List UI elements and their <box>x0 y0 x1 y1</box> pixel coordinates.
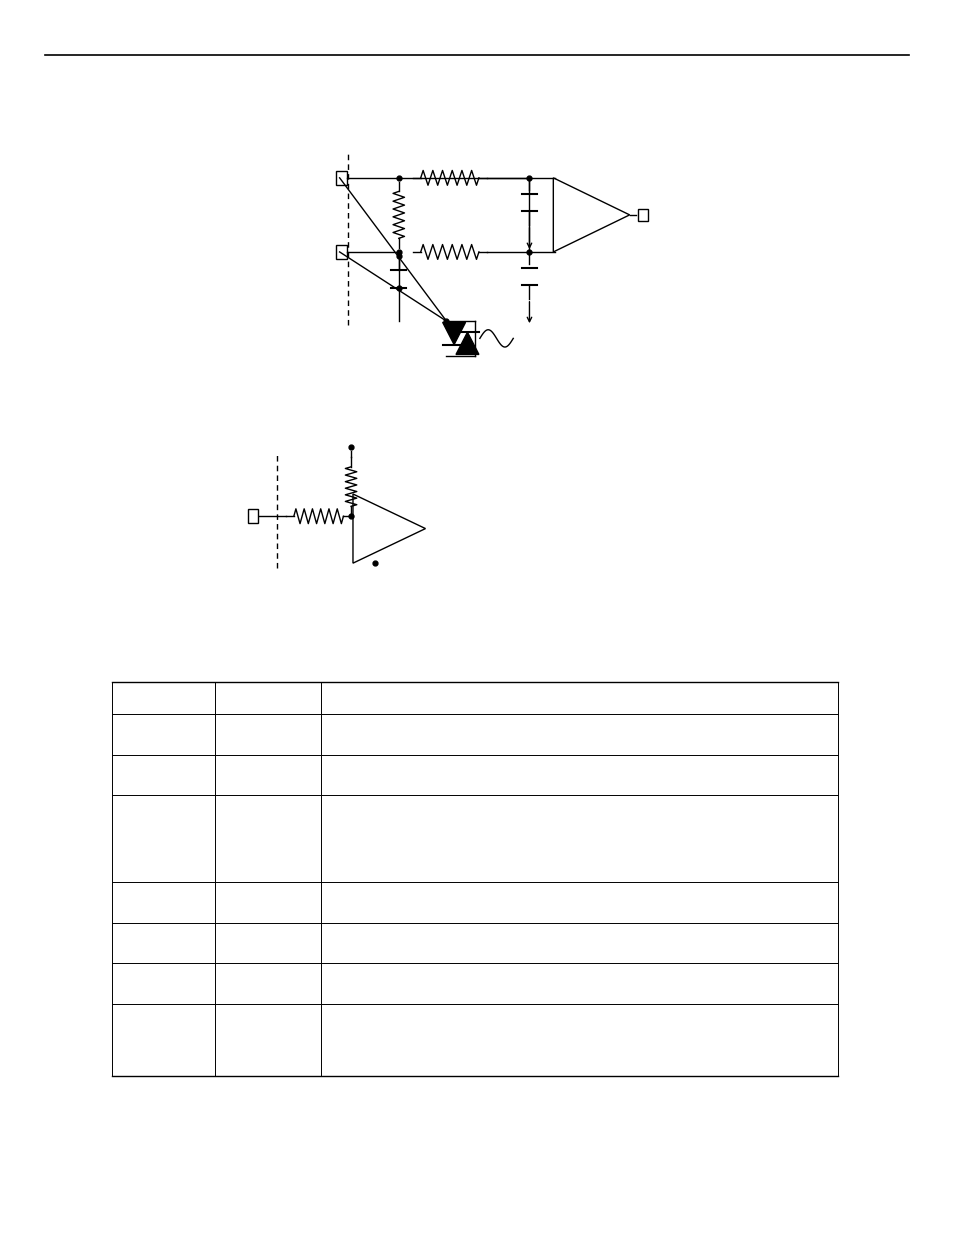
Bar <box>248 509 257 524</box>
Bar <box>335 170 347 184</box>
Bar <box>638 209 647 221</box>
Polygon shape <box>442 322 465 345</box>
Polygon shape <box>456 332 478 354</box>
Bar <box>335 245 347 258</box>
